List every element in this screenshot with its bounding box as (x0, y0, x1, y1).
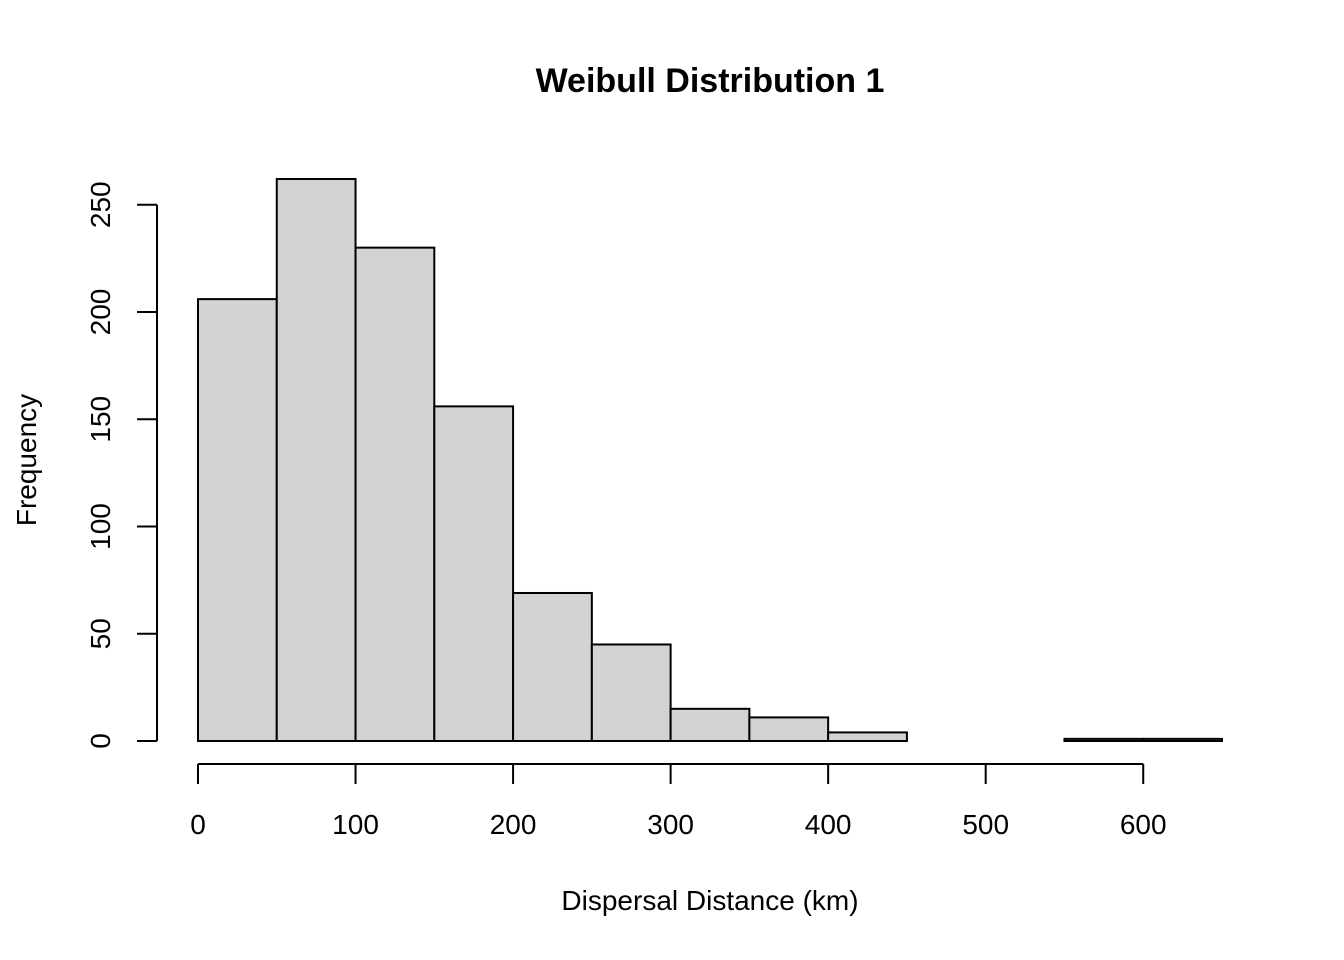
histogram-bar (1142, 737, 1223, 743)
x-tick-label: 400 (805, 809, 852, 840)
y-tick-label: 250 (85, 181, 116, 228)
x-axis-label: Dispersal Distance (km) (561, 885, 858, 916)
y-axis-label: Frequency (11, 394, 42, 526)
histogram-bar (669, 707, 751, 742)
histogram-bar (748, 716, 830, 743)
x-tick-label: 0 (190, 809, 206, 840)
y-tick-label: 100 (85, 503, 116, 550)
y-tick-label: 50 (85, 618, 116, 649)
y-tick-label: 0 (85, 733, 116, 749)
histogram-bar (512, 591, 593, 742)
x-tick-label: 300 (647, 809, 694, 840)
histogram-bar (433, 405, 515, 742)
histogram-bar (827, 731, 908, 743)
histogram-bar (1063, 737, 1145, 743)
x-tick-label: 600 (1120, 809, 1167, 840)
y-axis: 0 50 100 150 200 250 (85, 181, 158, 749)
bars-group (197, 178, 1223, 743)
histogram-bar (590, 643, 672, 742)
x-tick-label: 200 (490, 809, 537, 840)
histogram-bar (275, 178, 357, 742)
y-tick-label: 200 (85, 289, 116, 336)
histogram-bar (354, 246, 436, 742)
y-tick-label: 150 (85, 396, 116, 443)
x-axis: 0 100 200 300 400 500 600 (190, 763, 1167, 840)
x-tick-label: 500 (962, 809, 1009, 840)
x-tick-label: 100 (332, 809, 379, 840)
chart-title: Weibull Distribution 1 (536, 62, 885, 100)
histogram-bar (197, 298, 278, 742)
